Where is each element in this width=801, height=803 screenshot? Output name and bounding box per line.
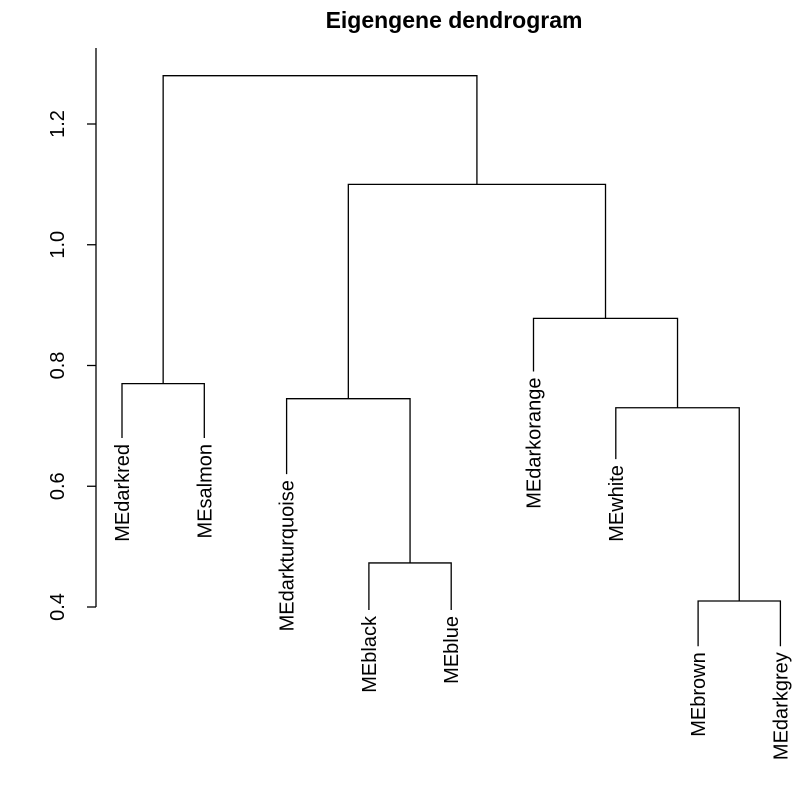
leaf-label: MEdarkred — [112, 444, 134, 542]
leaf-label: MEsalmon — [194, 444, 216, 538]
dendrogram-merge — [285, 398, 411, 563]
leaf-label: MEdarkorange — [524, 378, 546, 509]
dendrogram-branches — [121, 75, 782, 647]
y-tick-label: 1.2 — [47, 110, 69, 138]
leaf-label: MEwhite — [606, 465, 628, 542]
leaf-label: MEdarkgrey — [770, 652, 792, 760]
leaf-label: MEdarkturquoise — [277, 480, 299, 631]
dendrogram-merge — [615, 407, 740, 601]
leaf-label: MEbrown — [688, 652, 710, 736]
dendrogram-merge — [532, 317, 679, 408]
leaf-label: MEblue — [441, 616, 463, 684]
y-tick-label: 1.0 — [47, 231, 69, 259]
y-tick-label: 0.6 — [47, 472, 69, 500]
leaf-label: MEblack — [359, 615, 381, 693]
dendrogram-merge — [121, 382, 205, 438]
y-axis: 0.4 0.6 0.8 1.0 1.2 — [47, 48, 97, 621]
y-tick-label: 0.4 — [47, 593, 69, 621]
dendrogram-merge — [697, 600, 782, 647]
dendrogram-merge — [162, 75, 478, 384]
chart-title: Eigengene dendrogram — [326, 7, 583, 33]
dendrogram-merge — [347, 183, 607, 399]
y-tick-label: 0.8 — [47, 352, 69, 380]
leaf-labels: MEdarkred MEsalmon MEdarkturquoise MEblack M… — [112, 378, 792, 761]
dendrogram-merge — [368, 562, 452, 611]
